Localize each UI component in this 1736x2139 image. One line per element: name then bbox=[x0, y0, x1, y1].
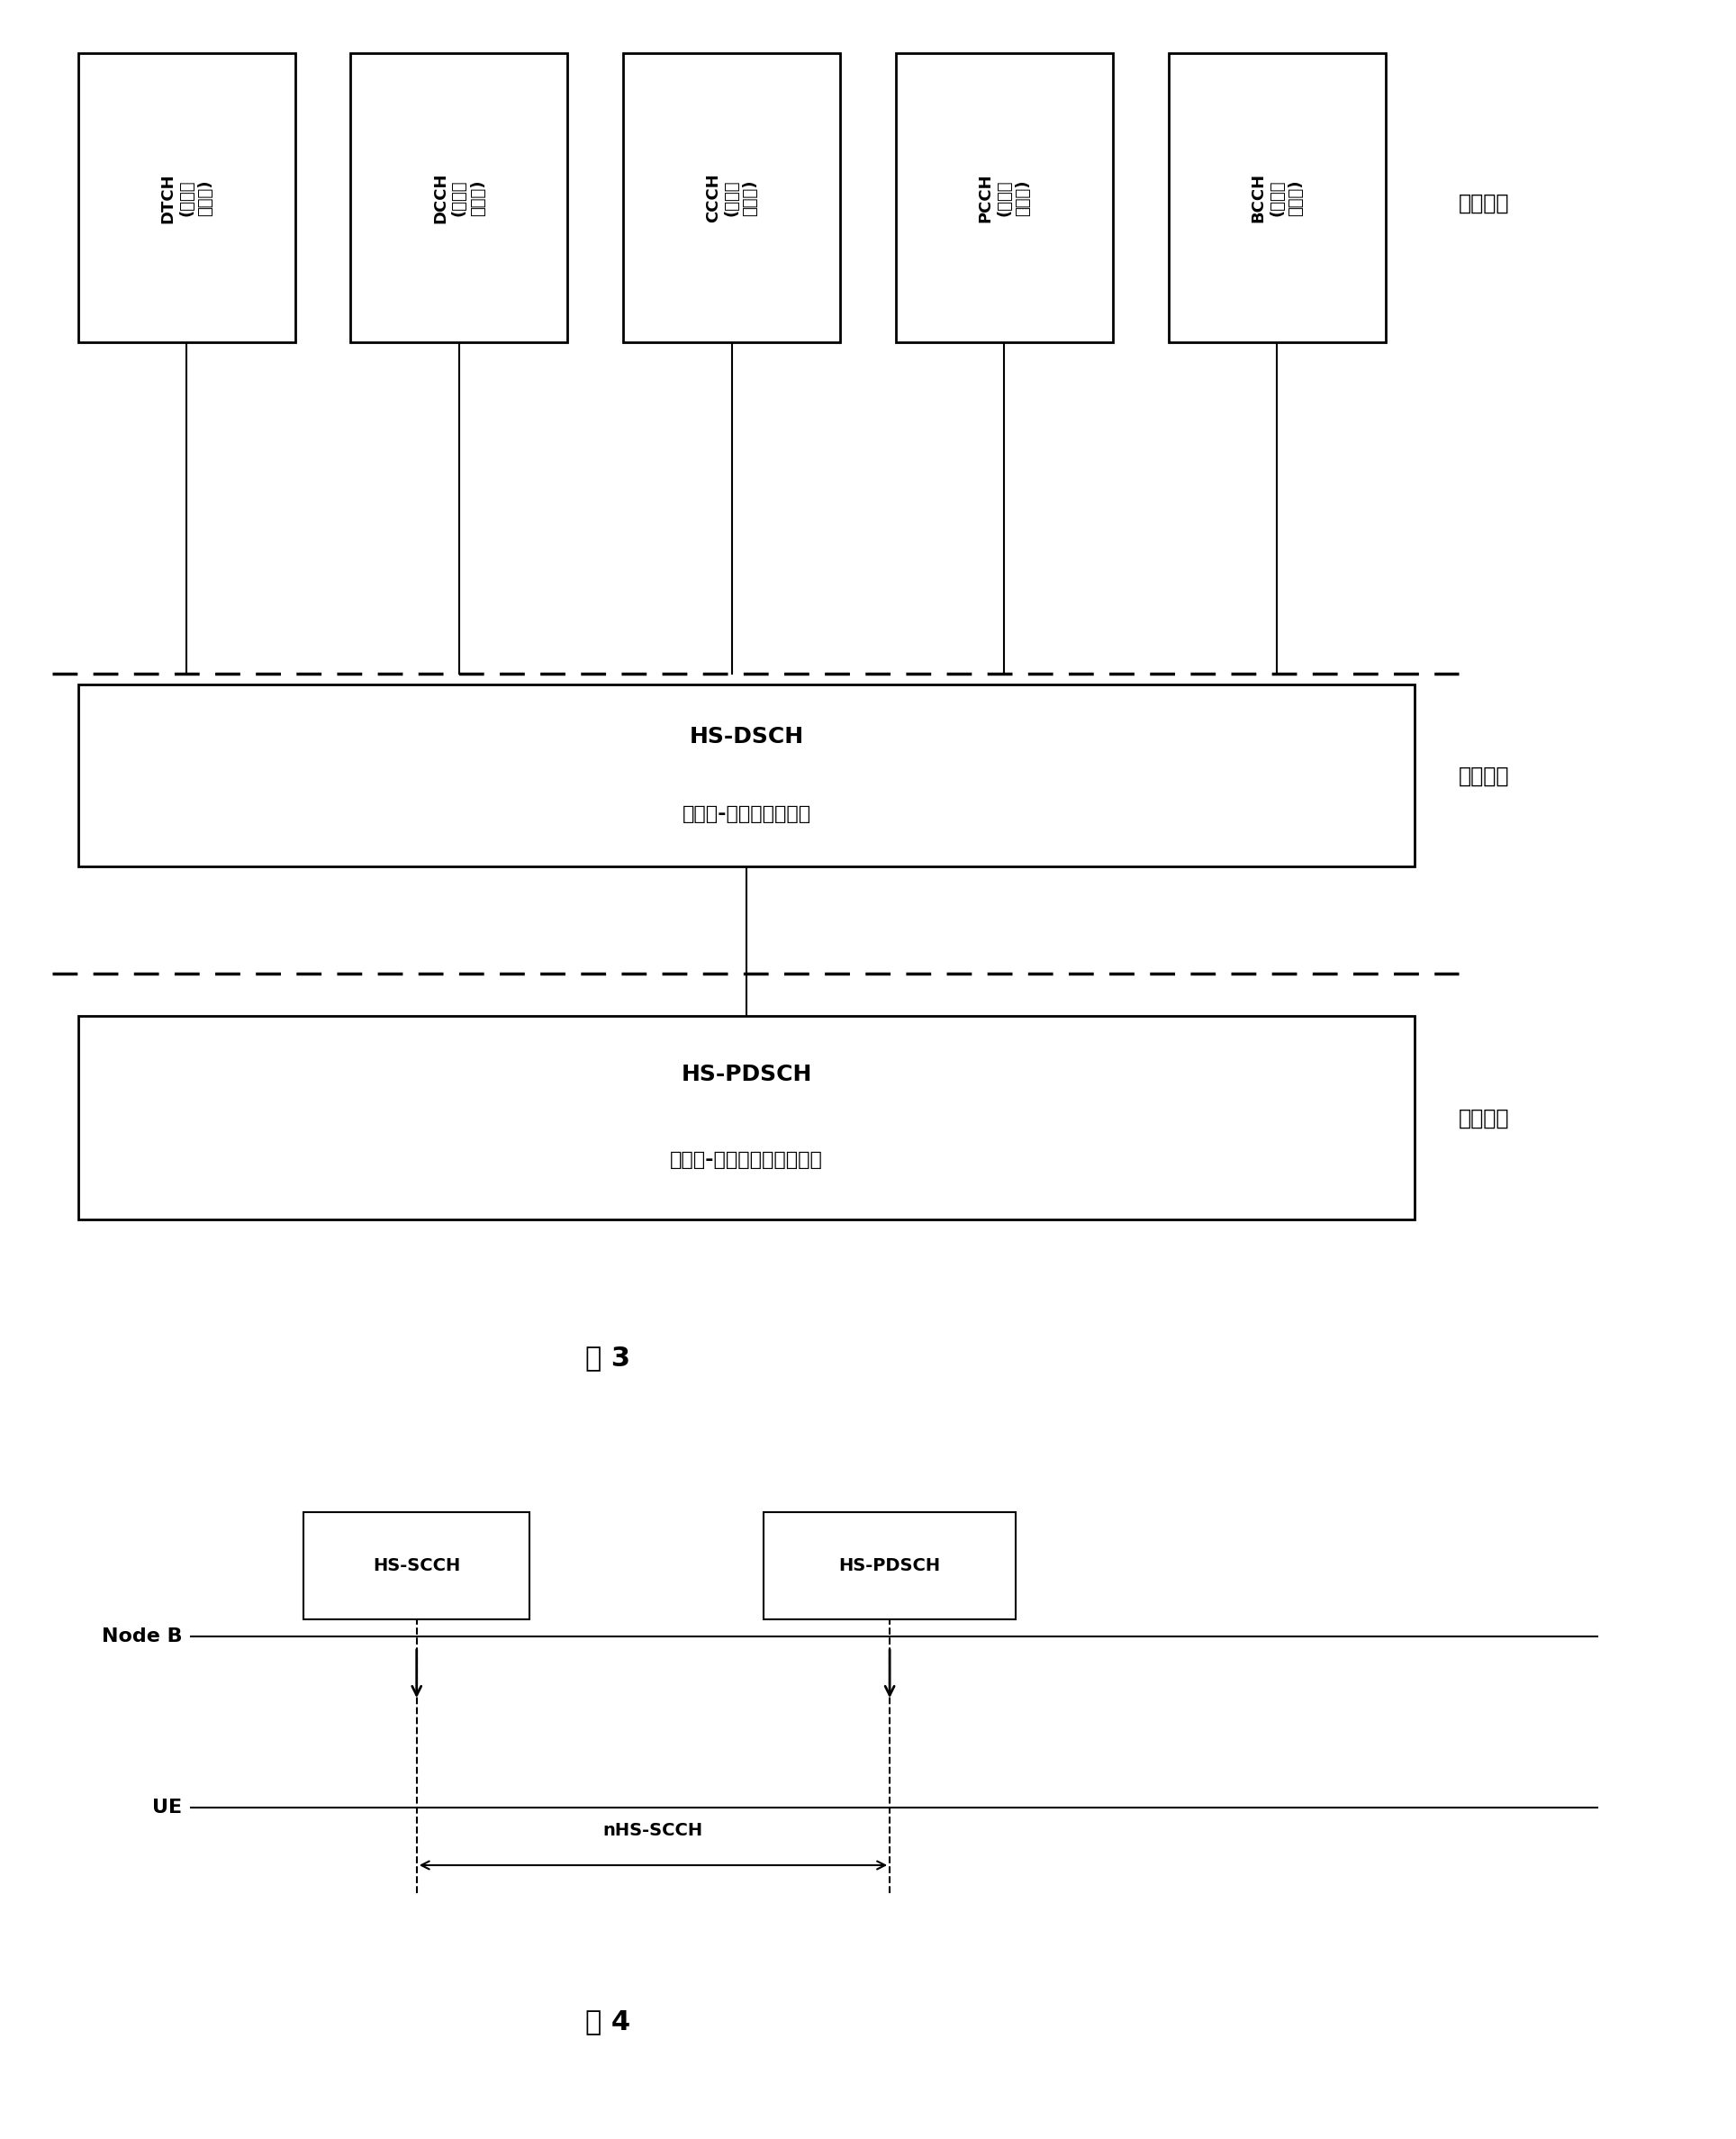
Text: PCCH
(寻呼控
制信道): PCCH (寻呼控 制信道) bbox=[977, 173, 1031, 222]
Bar bbox=[304, 1512, 529, 1619]
Bar bbox=[78, 684, 1415, 866]
Text: 传输信道: 传输信道 bbox=[1458, 766, 1509, 787]
Text: 图 3: 图 3 bbox=[585, 1345, 630, 1371]
Bar bbox=[78, 1016, 1415, 1219]
Text: CCCH
(公共控
制信道): CCCH (公共控 制信道) bbox=[705, 173, 759, 222]
Bar bbox=[764, 1512, 1016, 1619]
Bar bbox=[623, 53, 840, 342]
Text: UE: UE bbox=[153, 1799, 182, 1816]
Text: HS-SCCH: HS-SCCH bbox=[373, 1557, 460, 1574]
Text: 物理信道: 物理信道 bbox=[1458, 1108, 1509, 1129]
Bar bbox=[1168, 53, 1385, 342]
Bar bbox=[351, 53, 568, 342]
Text: 逻辑信道: 逻辑信道 bbox=[1458, 193, 1509, 214]
Text: 图 4: 图 4 bbox=[585, 2009, 630, 2034]
Text: HS-PDSCH: HS-PDSCH bbox=[681, 1063, 812, 1087]
Text: DCCH
(专用控
制信道): DCCH (专用控 制信道) bbox=[432, 173, 486, 222]
Text: DTCH
(专用业
务信道): DTCH (专用业 务信道) bbox=[160, 173, 214, 222]
Text: HS-PDSCH: HS-PDSCH bbox=[838, 1557, 941, 1574]
Text: Node B: Node B bbox=[102, 1628, 182, 1645]
Text: （高速-下行物理共享信道）: （高速-下行物理共享信道） bbox=[670, 1151, 823, 1170]
Bar bbox=[896, 53, 1113, 342]
Text: nHS-SCCH: nHS-SCCH bbox=[602, 1822, 703, 1840]
Text: HS-DSCH: HS-DSCH bbox=[689, 725, 804, 749]
Text: BCCH
(广播控
制信道): BCCH (广播控 制信道) bbox=[1250, 173, 1304, 222]
Text: （高速-下行共享信道）: （高速-下行共享信道） bbox=[682, 804, 811, 824]
Bar bbox=[78, 53, 295, 342]
